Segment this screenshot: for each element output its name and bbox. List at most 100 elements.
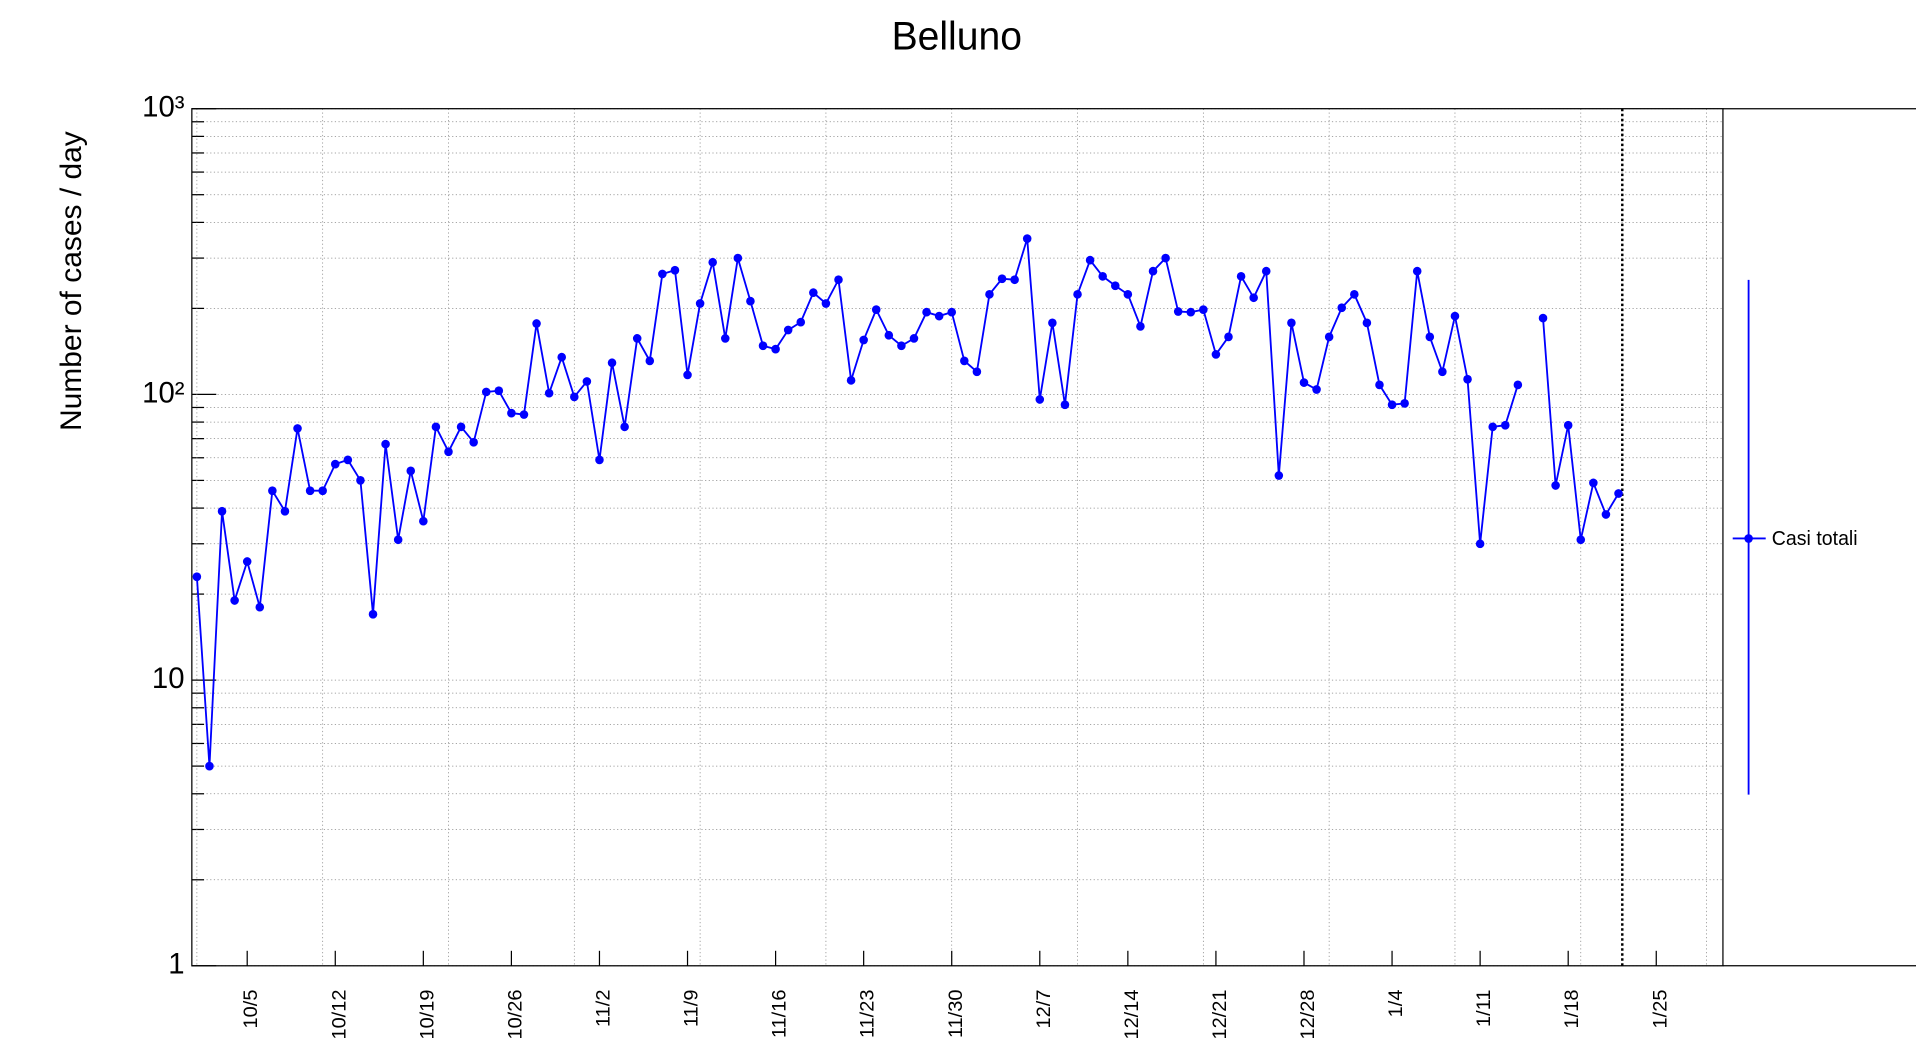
data-point (821, 299, 831, 308)
data-point (708, 257, 717, 267)
data-point (1035, 395, 1045, 404)
x-tick-label: 10/19 (417, 990, 439, 1040)
data-point (1274, 471, 1284, 480)
data-point (972, 367, 982, 377)
data-point (1337, 303, 1347, 313)
series-line (195, 238, 1519, 767)
data-point (1563, 420, 1573, 430)
data-point (1488, 422, 1497, 432)
data-point (1538, 313, 1548, 323)
data-point (645, 356, 655, 366)
data-point (922, 307, 931, 317)
data-point (1236, 271, 1246, 281)
y-axis-title: Number of cases / day (55, 131, 88, 431)
x-tick-label: 10/12 (329, 990, 351, 1040)
plot-frame (191, 108, 1724, 967)
data-point (519, 410, 529, 419)
data-point (695, 299, 705, 308)
y-tick-label: 10 (152, 662, 185, 695)
data-point (1501, 420, 1510, 430)
x-tick-label: 1/11 (1473, 990, 1495, 1027)
data-point (658, 269, 667, 279)
data-point (771, 344, 780, 354)
data-point (783, 325, 793, 335)
data-point (293, 424, 302, 433)
data-point (997, 274, 1007, 284)
data-point (1589, 478, 1598, 488)
data-point (1375, 380, 1384, 390)
data-point (217, 506, 227, 516)
legend: Casi totali (1722, 108, 1916, 967)
x-tick-label: 1/25 (1649, 990, 1671, 1029)
data-point (1224, 332, 1233, 342)
legend-symbol (1744, 534, 1753, 543)
data-point (897, 341, 906, 351)
data-point (733, 253, 743, 263)
data-point (746, 296, 755, 306)
data-point (834, 275, 843, 285)
x-tick-label: 1/18 (1561, 990, 1583, 1029)
data-point (620, 422, 629, 432)
data-point (758, 341, 768, 351)
x-tick-label: 10/26 (505, 990, 527, 1040)
data-point (1450, 311, 1460, 321)
data-point (1098, 271, 1107, 281)
grid (191, 108, 1723, 967)
data-point (305, 486, 315, 496)
data-point (1010, 275, 1019, 285)
data-point (632, 334, 642, 343)
data-point (356, 476, 365, 485)
data-point (230, 596, 239, 605)
data-point (909, 334, 919, 343)
data-point (1085, 255, 1095, 265)
data-point (1387, 400, 1397, 410)
data-point (1576, 535, 1586, 545)
data-point (431, 422, 441, 432)
data-point (1412, 266, 1422, 276)
data-point (859, 335, 868, 345)
x-tick-label: 11/9 (681, 990, 703, 1027)
data-point (192, 572, 202, 582)
data-point (595, 455, 604, 465)
data-point (368, 609, 378, 619)
data-point (1186, 307, 1196, 317)
data-point (809, 288, 818, 298)
data-point (947, 307, 957, 317)
data-point (1073, 289, 1082, 299)
data-point (1601, 510, 1611, 519)
data-point (242, 557, 252, 566)
data-point (544, 388, 554, 398)
data-point (406, 466, 416, 476)
data-point (1463, 374, 1472, 384)
data-point (1136, 322, 1145, 331)
data-point (960, 356, 969, 366)
data-point (846, 375, 856, 385)
x-tick-label: 12/14 (1121, 990, 1143, 1040)
data-point (330, 459, 340, 469)
data-point (1060, 400, 1070, 410)
data-point (469, 437, 478, 447)
data-point (419, 516, 428, 526)
data-point (1161, 253, 1170, 263)
data-point (205, 761, 214, 771)
data-point (1438, 367, 1447, 377)
data-point (1123, 289, 1133, 299)
data-point (268, 486, 277, 496)
data-point (255, 602, 265, 612)
data-point (985, 289, 994, 299)
data-point (280, 506, 290, 516)
legend-label: Casi totali (1772, 528, 1858, 550)
y-tick-label: 10³ (142, 90, 184, 123)
data-point (456, 422, 466, 432)
x-tick-label: 12/28 (1297, 990, 1319, 1040)
x-tick-label: 11/30 (945, 990, 967, 1039)
data-point (582, 377, 592, 386)
data-point (1513, 380, 1523, 390)
data-point (683, 370, 692, 380)
data-point (1614, 489, 1623, 498)
data-point (670, 265, 680, 275)
x-tick-label: 11/16 (769, 990, 791, 1039)
x-tick-label: 12/21 (1209, 990, 1231, 1040)
